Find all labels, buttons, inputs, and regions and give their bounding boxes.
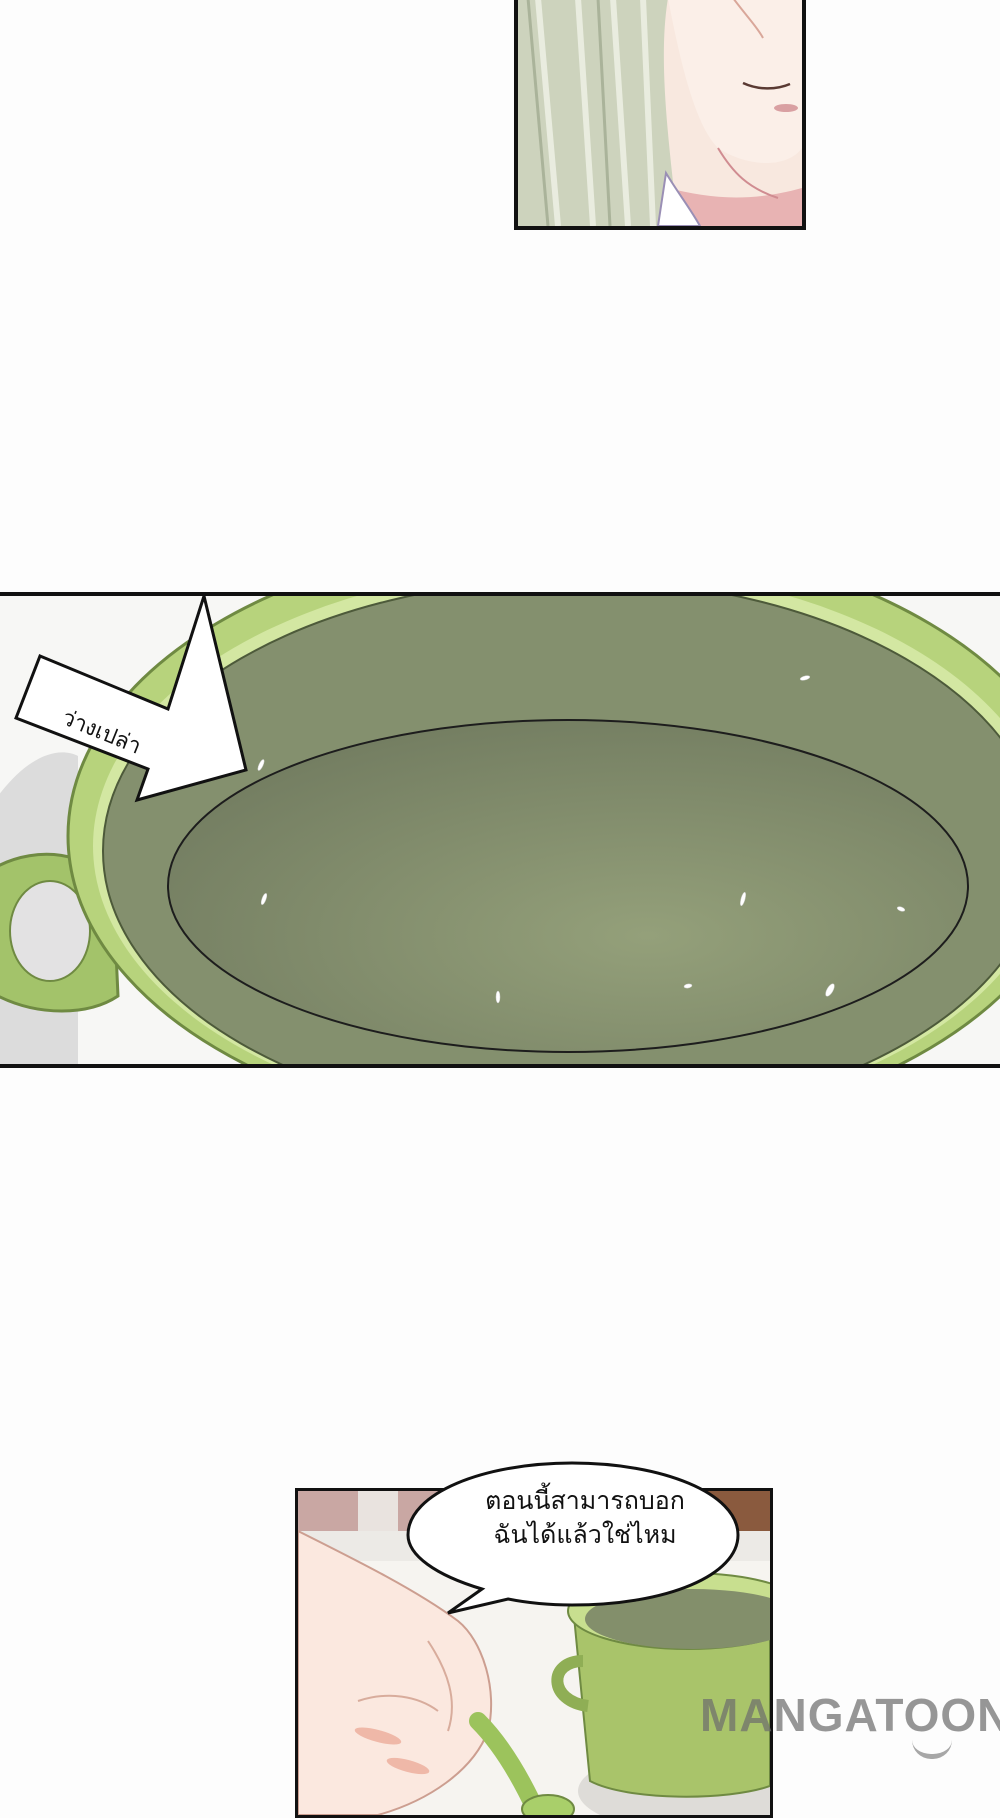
speech-line-2: ฉันได้แล้วใช่ไหม (493, 1520, 677, 1549)
panel-empty-pot (0, 592, 1000, 1068)
character-illustration (518, 0, 802, 226)
panel-character-closeup (514, 0, 806, 230)
speech-bubble (406, 1461, 740, 1615)
speech-line-1: ตอนนี้สามารถบอก (485, 1486, 685, 1515)
mangatoon-watermark: MANGATOON (700, 1689, 1000, 1741)
pot-illustration (0, 596, 1000, 1064)
watermark-smile-icon (912, 1740, 952, 1759)
speech-bubble-text: ตอนนี้สามารถบอก ฉันได้แล้วใช่ไหม (430, 1484, 740, 1552)
arrow-shape (14, 596, 248, 803)
